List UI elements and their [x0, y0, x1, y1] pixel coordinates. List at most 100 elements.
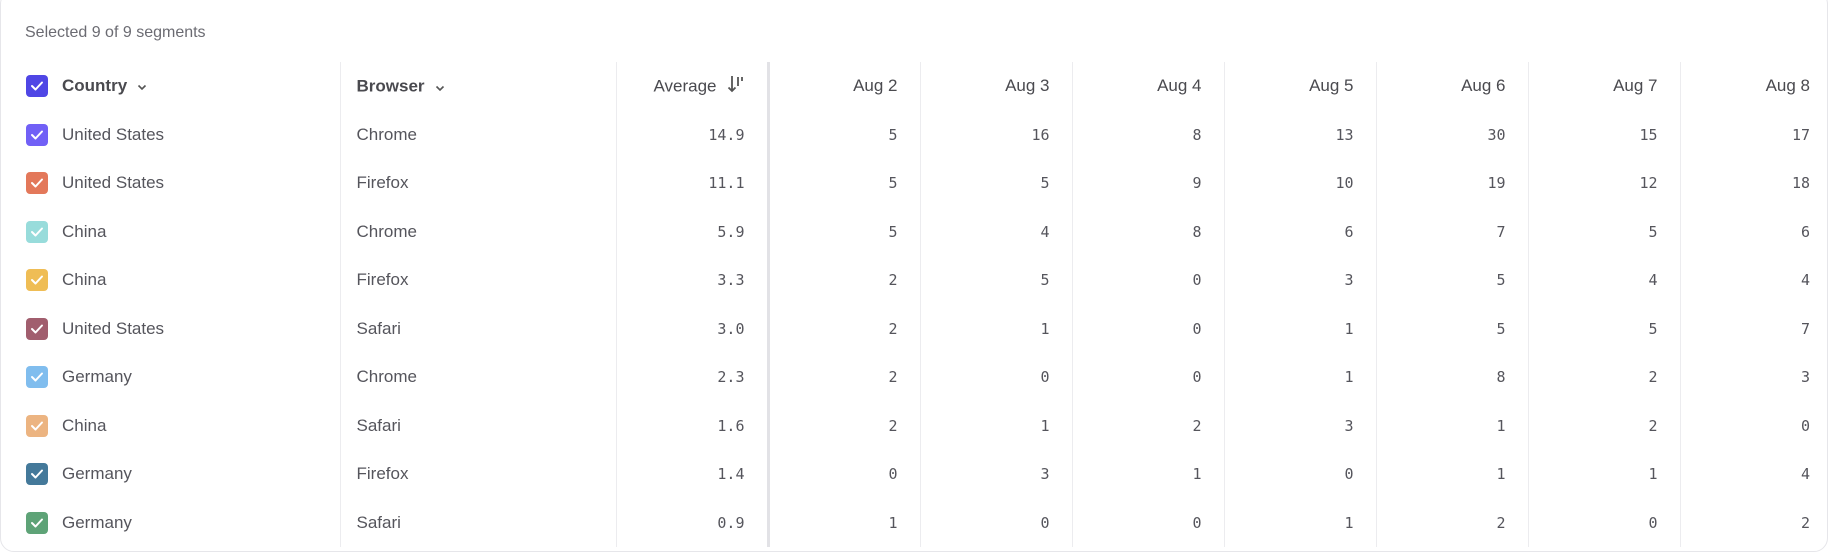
country-label: United States [62, 318, 165, 338]
value-cell: 4 [920, 207, 1073, 256]
value-cell: 7 [1376, 207, 1529, 256]
value-cell: 2 [1528, 401, 1681, 450]
average-column-header[interactable]: Average [616, 62, 770, 111]
browser-cell: Firefox [340, 256, 617, 305]
value-cell: 9 [1072, 159, 1225, 208]
country-cell: United States [0, 304, 341, 353]
browser-column-header[interactable]: Browser [340, 62, 617, 111]
value-cell: 30 [1376, 110, 1529, 159]
value-cell: 1 [1224, 353, 1377, 402]
chevron-down-icon[interactable] [435, 77, 445, 97]
value-cell: 0 [920, 498, 1073, 547]
value-cell: 5 [920, 256, 1073, 305]
table-row: United States Safari 3.0 2 1 0 1 5 5 7 [0, 304, 1832, 353]
sort-descending-icon[interactable] [727, 74, 745, 99]
value-cell: 8 [1072, 110, 1225, 159]
value-cell: 1 [1224, 498, 1377, 547]
value-cell: 1 [1224, 304, 1377, 353]
browser-cell: Firefox [340, 159, 617, 208]
country-label: China [62, 415, 107, 435]
date-column-header[interactable]: Aug 6 [1376, 62, 1529, 111]
value-cell: 1 [1072, 450, 1225, 499]
browser-cell: Firefox [340, 450, 617, 499]
table-row: Germany Safari 0.9 1 0 0 1 2 0 2 [0, 498, 1832, 547]
value-cell: 4 [1528, 256, 1681, 305]
segment-checkbox[interactable] [26, 220, 48, 243]
segment-checkbox[interactable] [26, 123, 48, 146]
value-cell: 5 [1376, 256, 1529, 305]
country-header-label: Country [62, 76, 128, 96]
date-column-header[interactable]: Aug 2 [768, 62, 921, 111]
country-cell: China [0, 256, 341, 305]
chevron-down-icon[interactable] [137, 76, 147, 96]
country-label: China [62, 221, 107, 241]
average-cell: 2.3 [616, 353, 770, 402]
country-column-header[interactable]: Country [0, 62, 341, 111]
value-cell: 5 [768, 110, 921, 159]
check-icon [31, 81, 43, 91]
browser-header-label: Browser [356, 76, 425, 96]
select-all-checkbox[interactable] [26, 75, 48, 98]
value-cell: 10 [1224, 159, 1377, 208]
value-cell: 5 [1376, 304, 1529, 353]
value-cell: 16 [920, 110, 1073, 159]
average-header-label: Average [653, 76, 717, 96]
average-cell: 5.9 [616, 207, 770, 256]
country-label: China [62, 270, 107, 290]
value-cell: 2 [1528, 353, 1681, 402]
date-column-header[interactable]: Aug 7 [1528, 62, 1681, 111]
value-cell: 19 [1376, 159, 1529, 208]
value-cell: 6 [1224, 207, 1377, 256]
segment-checkbox[interactable] [26, 366, 48, 389]
value-cell: 7 [1800, 319, 1810, 338]
value-cell: 0 [1072, 304, 1225, 353]
value-cell: 2 [768, 401, 921, 450]
segment-checkbox[interactable] [26, 269, 48, 292]
country-cell: Germany [0, 353, 341, 402]
value-cell: 1 [920, 401, 1073, 450]
date-column-header[interactable]: Aug 8 [1765, 76, 1810, 96]
value-cell: 2 [768, 353, 921, 402]
segment-checkbox[interactable] [26, 463, 48, 486]
value-cell: 2 [768, 304, 921, 353]
country-cell: United States [0, 110, 341, 159]
segment-checkbox[interactable] [26, 172, 48, 195]
average-cell: 1.4 [616, 450, 770, 499]
check-icon [31, 324, 43, 334]
value-cell: 0 [920, 353, 1073, 402]
value-cell: 2 [1800, 513, 1810, 532]
browser-cell: Chrome [340, 353, 617, 402]
average-cell: 14.9 [616, 110, 770, 159]
average-cell: 1.6 [616, 401, 770, 450]
value-cell: 8 [1376, 353, 1529, 402]
segment-checkbox[interactable] [26, 317, 48, 340]
check-icon [31, 421, 43, 431]
value-cell: 0 [1072, 498, 1225, 547]
segments-table: Country Browser Average Aug 2 Aug 3 Aug … [0, 62, 1832, 547]
date-column-header[interactable]: Aug 5 [1224, 62, 1377, 111]
value-cell: 0 [1224, 450, 1377, 499]
value-cell: 0 [1528, 498, 1681, 547]
segment-checkbox[interactable] [26, 511, 48, 534]
segment-checkbox[interactable] [26, 414, 48, 437]
browser-cell: Safari [340, 304, 617, 353]
country-cell: Germany [0, 498, 341, 547]
country-label: Germany [62, 464, 132, 484]
average-cell: 3.0 [616, 304, 770, 353]
table-row: Germany Firefox 1.4 0 3 1 0 1 1 4 [0, 450, 1832, 499]
date-column-header[interactable]: Aug 4 [1072, 62, 1225, 111]
date-column-header[interactable]: Aug 3 [920, 62, 1073, 111]
country-cell: United States [0, 159, 341, 208]
country-label: Germany [62, 512, 132, 532]
table-row: China Safari 1.6 2 1 2 3 1 2 0 [0, 401, 1832, 450]
table-row: China Chrome 5.9 5 4 8 6 7 5 6 [0, 207, 1832, 256]
average-cell: 3.3 [616, 256, 770, 305]
country-cell: China [0, 207, 341, 256]
value-cell: 5 [920, 159, 1073, 208]
value-cell: 2 [1376, 498, 1529, 547]
check-icon [31, 372, 43, 382]
value-cell: 4 [1800, 271, 1810, 290]
value-cell: 3 [1224, 401, 1377, 450]
browser-cell: Safari [340, 401, 617, 450]
selection-summary: Selected 9 of 9 segments [25, 24, 206, 41]
